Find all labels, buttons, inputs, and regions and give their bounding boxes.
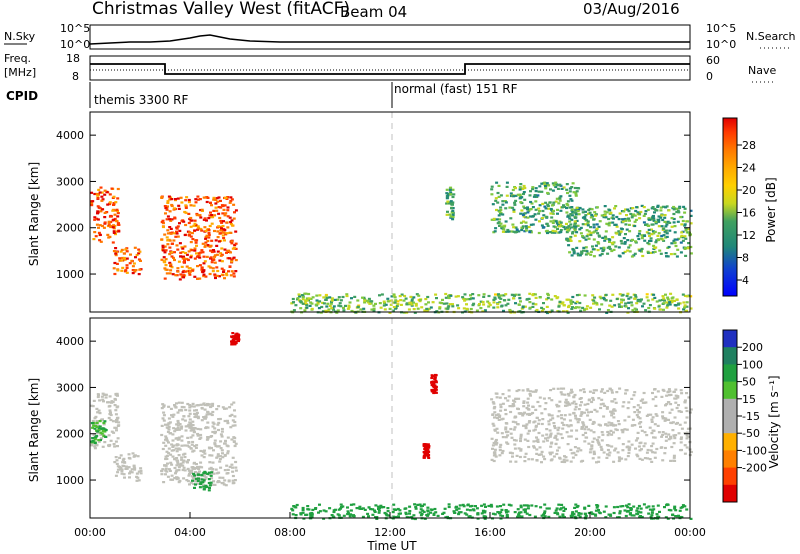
velocity-colorbar-tick: -200 xyxy=(742,462,767,475)
cpid-mode-2: normal (fast) 151 RF xyxy=(394,82,518,96)
power-colorbar-label: Power [dB] xyxy=(764,177,778,242)
freq-trace xyxy=(90,63,690,75)
nsearch-label: N.Search xyxy=(746,30,796,43)
nsearch-tick-low: 10^0 xyxy=(706,38,736,51)
power-colorbar-tick: 20 xyxy=(742,184,756,197)
xtick-label: 00:00 xyxy=(674,526,706,539)
velocity-ytick-label: 4000 xyxy=(56,335,84,348)
velocity-colorbar-tick: 50 xyxy=(742,376,756,389)
xtick-label: 08:00 xyxy=(274,526,306,539)
cpid-label: CPID xyxy=(6,89,38,103)
velocity-colorbar-block xyxy=(723,398,737,417)
power-panel-frame xyxy=(89,111,691,313)
velocity-colorbar-tick: 100 xyxy=(742,358,763,371)
power-region xyxy=(90,186,121,244)
freq-unit-label: [MHz] xyxy=(4,66,36,79)
velocity-panel: 4000 3000 2000 1000 Slant Range [km] xyxy=(27,317,693,521)
nave-tick-low: 0 xyxy=(706,70,713,83)
velocity-colorbar-tick: -50 xyxy=(742,427,760,440)
velocity-colorbar-tick: 200 xyxy=(742,341,763,354)
nsky-tick-low: 10^0 xyxy=(60,38,90,51)
power-ytick-label: 1000 xyxy=(56,268,84,281)
power-colorbar-tick: 12 xyxy=(742,229,756,242)
noise-panel-frame xyxy=(89,24,691,50)
velocity-region xyxy=(430,373,438,395)
x-axis-label: Time UT xyxy=(366,539,417,553)
figure-title: Christmas Valley West (fitACF) xyxy=(92,0,350,19)
power-ytick-label: 3000 xyxy=(56,175,84,188)
power-colorbar: 28 24 20 16 12 8 4 Power [dB] xyxy=(722,117,778,297)
velocity-colorbar-block xyxy=(723,467,737,486)
xtick-label: 00:00 xyxy=(74,526,106,539)
power-panel: 4000 3000 2000 1000 Slant Range [km] xyxy=(27,111,693,315)
velocity-colorbar-block xyxy=(723,347,737,365)
velocity-colorbar-tick: -15 xyxy=(742,410,760,423)
power-data-layer xyxy=(90,181,693,315)
freq-panel-frame xyxy=(89,55,691,81)
power-colorbar-tick: 8 xyxy=(742,252,749,265)
nave-label: Nave xyxy=(748,64,776,77)
power-region xyxy=(445,186,456,221)
velocity-panel-frame xyxy=(89,317,691,519)
velocity-region xyxy=(113,452,143,482)
velocity-region xyxy=(191,470,213,492)
power-colorbar-tick: 24 xyxy=(742,162,756,175)
xtick-label: 12:00 xyxy=(374,526,406,539)
power-region xyxy=(565,204,693,258)
velocity-colorbar-label: Velocity [m s⁻¹] xyxy=(767,375,781,468)
xtick-label: 04:00 xyxy=(174,526,206,539)
velocity-colorbar-block xyxy=(723,381,737,400)
velocity-colorbar-block xyxy=(723,433,737,451)
freq-tick-low: 8 xyxy=(72,70,79,83)
velocity-region xyxy=(230,332,241,346)
velocity-region xyxy=(490,387,693,464)
velocity-colorbar-tick: 15 xyxy=(742,393,756,406)
nsky-tick-high: 10^5 xyxy=(60,22,90,35)
velocity-ytick-label: 3000 xyxy=(56,381,84,394)
velocity-ytick-label: 2000 xyxy=(56,428,84,441)
nave-tick-high: 60 xyxy=(706,54,720,67)
date-label: 03/Aug/2016 xyxy=(583,0,680,18)
freq-label: Freq. xyxy=(4,52,31,65)
velocity-region xyxy=(290,503,693,521)
power-ytick-label: 2000 xyxy=(56,222,84,235)
freq-tick-high: 18 xyxy=(66,52,80,65)
power-ylabel: Slant Range [km] xyxy=(27,162,41,266)
velocity-colorbar-tick: -100 xyxy=(742,444,767,457)
velocity-colorbar: 200 100 50 15 -15 -50 -100 -200 Velocity [m s⁻¹… xyxy=(722,329,781,503)
velocity-data-layer xyxy=(90,332,693,521)
power-region xyxy=(112,246,143,276)
xtick-label: 16:00 xyxy=(474,526,506,539)
beam-label: Beam 04 xyxy=(340,3,407,21)
velocity-colorbar-block xyxy=(723,416,737,434)
velocity-colorbar-block xyxy=(723,330,737,348)
power-region xyxy=(490,181,581,235)
cpid-mode-1: themis 3300 RF xyxy=(94,93,188,107)
velocity-ylabel: Slant Range [km] xyxy=(27,378,41,482)
velocity-colorbar-block xyxy=(723,364,737,383)
velocity-region xyxy=(160,401,238,487)
power-colorbar-tick: 28 xyxy=(742,139,756,152)
power-region xyxy=(160,195,238,281)
x-axis: 00:00 04:00 08:00 12:00 16:00 20:00 00:00 xyxy=(74,512,706,539)
nsearch-tick-high: 10^5 xyxy=(706,22,736,35)
velocity-ytick-label: 1000 xyxy=(56,474,84,487)
velocity-colorbar-block xyxy=(723,484,737,503)
velocity-region xyxy=(90,420,108,445)
velocity-region xyxy=(422,443,431,459)
nsky-label: N.Sky xyxy=(4,30,36,43)
velocity-colorbar-block xyxy=(723,450,737,469)
xtick-label: 20:00 xyxy=(574,526,606,539)
power-colorbar-tick: 16 xyxy=(742,207,756,220)
noise-trace xyxy=(89,34,690,45)
power-colorbar-tick: 4 xyxy=(742,274,749,287)
power-ytick-label: 4000 xyxy=(56,129,84,142)
power-region xyxy=(290,292,693,315)
